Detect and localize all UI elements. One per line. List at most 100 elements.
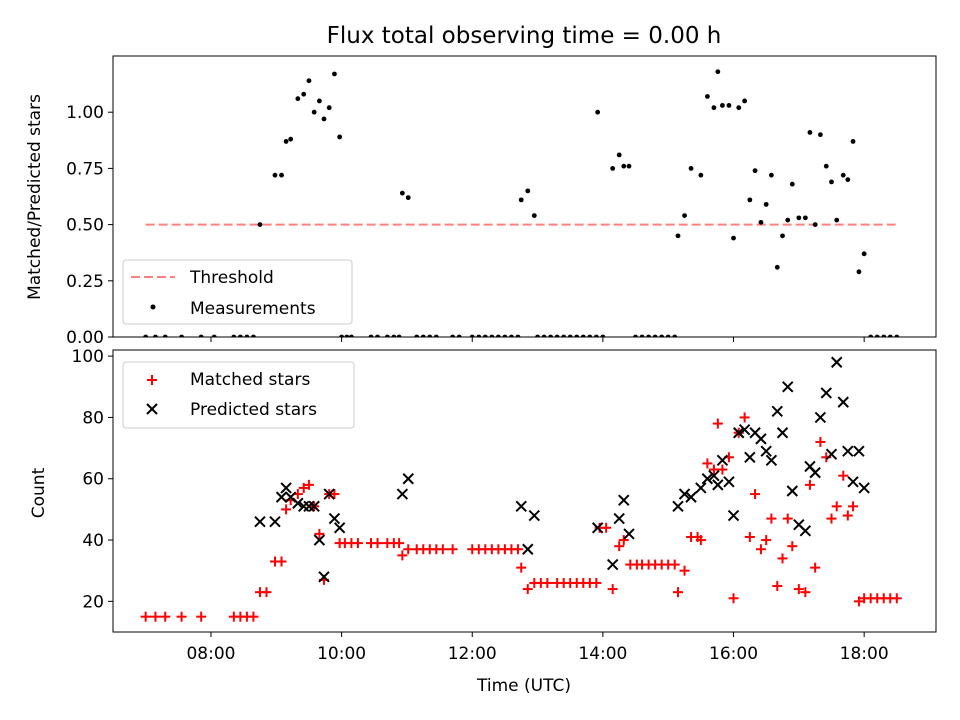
measurement-point	[774, 264, 780, 270]
measurement-point	[317, 98, 322, 104]
measurement-point	[646, 334, 652, 337]
measurement-point	[698, 172, 704, 178]
bottom-y-tick-label: 80	[82, 408, 104, 428]
matched-star-point	[853, 596, 864, 607]
predicted-star-point	[528, 509, 541, 522]
measurement-point	[688, 166, 694, 171]
predicted-star-stroke-b	[685, 491, 697, 503]
predicted-star-point	[782, 381, 794, 393]
predicted-star-point	[809, 466, 821, 479]
matched-star-point	[591, 577, 602, 588]
measurement-point	[162, 334, 168, 337]
matched-star-point	[717, 464, 728, 475]
measurement-point	[580, 334, 586, 337]
measurement-point	[405, 195, 411, 201]
measurement-point	[652, 334, 658, 337]
measurement-point	[339, 334, 345, 337]
matched-star-point	[848, 501, 859, 512]
measurement-point	[881, 334, 887, 337]
measurement-point	[593, 334, 599, 337]
measurement-point	[868, 334, 874, 337]
predicted-star-point	[712, 479, 724, 491]
measurement-point	[153, 334, 158, 337]
threshold-legend-label: Threshold	[189, 268, 274, 288]
top-y-tick-label: 0.50	[66, 216, 104, 236]
predicted-star-stroke-b	[303, 500, 315, 513]
measurement-point	[509, 334, 514, 337]
measurement-point	[823, 163, 829, 169]
x-axis-label: Time (UTC)	[476, 676, 571, 696]
measurement-point	[391, 334, 397, 337]
measurement-point	[295, 96, 301, 102]
measurement-point	[715, 69, 721, 75]
matched-star-point	[397, 550, 408, 561]
matched-star-point	[352, 538, 363, 549]
measurement-point	[817, 132, 823, 138]
predicted-star-stroke-b	[701, 473, 714, 485]
predicted-star-stroke-b	[528, 509, 541, 522]
predicted-star-stroke-b	[323, 488, 335, 500]
matched-star-point	[804, 479, 815, 490]
bottom-panel: 20 40 60 80 100 08:00 10:00 12:00 14:00 16:00 18:0…	[72, 347, 937, 664]
bottom-y-axis-label: Count	[29, 467, 49, 518]
matched-star-point	[150, 611, 161, 622]
predicted-star-point	[275, 491, 288, 503]
bottom-y-tick-label: 60	[82, 470, 104, 490]
predicted-star-stroke-b	[847, 476, 859, 488]
measurement-point	[541, 334, 547, 337]
predicted-star-stroke-b	[708, 469, 720, 482]
predicted-star-point	[716, 454, 729, 467]
predicted-star-point	[396, 488, 409, 500]
predicted-star-point	[672, 500, 684, 513]
measurement-point	[704, 94, 710, 99]
matched-star-point	[695, 535, 706, 546]
predicted-star-stroke-b	[858, 482, 870, 494]
matched-star-point	[826, 513, 837, 524]
measurement-point	[311, 109, 317, 115]
predicted-star-stroke-b	[672, 500, 684, 513]
predicted-star-stroke-b	[771, 405, 783, 418]
top-axes-frame	[112, 55, 937, 338]
predicted-star-stroke-b	[318, 571, 330, 583]
matched-star-point	[437, 544, 448, 555]
measurement-point	[427, 334, 433, 337]
predicted-star-stroke-b	[765, 454, 778, 467]
measurement-point	[554, 334, 560, 337]
matched-star-point	[516, 562, 527, 573]
measurement-point	[682, 213, 687, 219]
matched-star-point	[672, 587, 683, 598]
predicted-star-point	[831, 356, 843, 368]
measurement-point	[251, 334, 256, 337]
measurement-point	[736, 105, 742, 111]
matched-star-point	[755, 544, 766, 555]
measurement-point	[495, 334, 501, 337]
predicted-star-stroke-b	[837, 396, 849, 408]
predicted-star-point	[623, 528, 635, 540]
measurement-point	[456, 334, 462, 337]
predicted-star-stroke-b	[292, 497, 304, 509]
predicted-star-point	[820, 387, 832, 399]
matched-star-point	[750, 489, 761, 500]
matched-star-point	[248, 611, 259, 622]
measurement-point	[747, 197, 753, 203]
measurement-point	[639, 334, 645, 337]
measurement-point	[420, 334, 426, 337]
measurement-point	[321, 116, 327, 122]
predicted-star-stroke-b	[695, 482, 707, 494]
predicted-star-point	[853, 445, 865, 457]
predicted-star-point	[280, 482, 292, 494]
predicted-star-stroke-b	[799, 525, 812, 537]
top-legend-box	[122, 259, 353, 325]
top-y-tick-label: 0.75	[66, 159, 104, 179]
measurement-point	[789, 181, 795, 187]
predicted-star-point	[842, 445, 854, 457]
matched-star-point	[838, 470, 849, 481]
measurement-point	[802, 215, 808, 221]
measurement-point	[531, 213, 537, 219]
measurement-point	[288, 136, 294, 142]
predicted-star-stroke-b	[402, 473, 414, 485]
measurement-point	[850, 139, 856, 144]
measurement-point	[600, 334, 606, 337]
